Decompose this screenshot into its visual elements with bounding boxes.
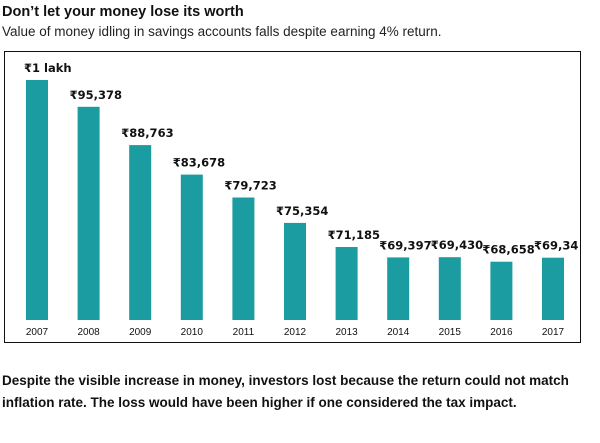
year-label-2017: 2017 [542, 327, 565, 338]
chart-caption: Despite the visible increase in money, i… [2, 373, 569, 410]
bar-2010 [180, 174, 203, 320]
bar-2016 [490, 261, 513, 320]
value-label-2010: ₹83,678 [173, 156, 225, 170]
bar-chart: ₹1 lakh ₹95,378 ₹88,763 ₹83,678 ₹79,723₹75,3… [24, 61, 579, 338]
bar-2007 [26, 80, 48, 320]
chart-frame: ₹1 lakh ₹95,378 ₹88,763 ₹83,678 ₹79,723 ₹75,3… [4, 51, 581, 343]
value-label-2015: ₹69,430 [431, 238, 483, 252]
value-label-2017: ₹69,345 [534, 239, 579, 253]
year-label-2016: 2016 [490, 327, 513, 338]
value-label-2011: ₹79,723 [224, 179, 276, 193]
year-label-2011: 2011 [233, 327, 255, 338]
bar-2015 [438, 257, 461, 320]
year-label-2009: 2009 [129, 327, 152, 338]
value-label-2013: ₹71,185 [328, 228, 380, 242]
year-label-2013: 2013 [335, 327, 358, 338]
value-label-2016: ₹68,658 [482, 243, 534, 257]
value-label-2007: ₹1 lakh [24, 61, 72, 75]
bar-2011 [232, 197, 255, 320]
year-label-2008: 2008 [77, 327, 100, 338]
year-label-2007: 2007 [26, 327, 49, 338]
chart-subtitle: Value of money idling in savings account… [2, 24, 442, 39]
bar-2014 [387, 257, 410, 320]
chart-title: Don’t let your money lose its worth [2, 4, 244, 20]
year-label-2014: 2014 [387, 327, 410, 338]
value-label-2014: ₹69,397 [379, 238, 431, 252]
value-label-2012: ₹75,354 [276, 204, 328, 218]
bar-2013 [335, 247, 358, 320]
bar-2012 [284, 222, 306, 320]
year-label-2012: 2012 [284, 327, 307, 338]
year-label-2015: 2015 [439, 327, 462, 338]
value-labels-group: ₹1 lakh ₹95,378 ₹88,763 ₹83,678 ₹79,723₹75,3… [24, 61, 579, 257]
year-labels-group: 2007 2008 2009 2010 2011 2012 2013 2014 2015 2016… [26, 327, 565, 338]
bar-2017 [542, 257, 564, 320]
value-label-2009: ₹88,763 [121, 126, 173, 140]
year-label-2010: 2010 [181, 327, 204, 338]
value-label-2008: ₹95,378 [70, 88, 122, 102]
bar-2008 [77, 106, 100, 320]
bars-group [26, 80, 564, 320]
bar-2009 [129, 145, 152, 320]
